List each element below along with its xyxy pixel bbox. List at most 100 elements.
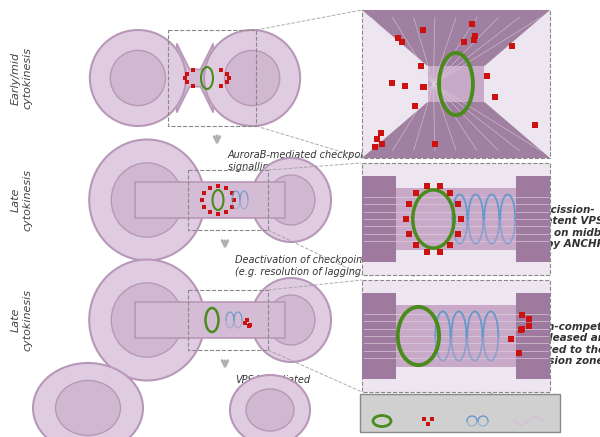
- Text: AuroraB-mediated checkpoint
signalling active: AuroraB-mediated checkpoint signalling a…: [228, 150, 374, 172]
- Point: [430, 141, 440, 148]
- Point: [227, 190, 236, 197]
- Ellipse shape: [267, 295, 315, 345]
- Point: [435, 183, 445, 190]
- Point: [524, 316, 534, 323]
- Bar: [135, 182, 285, 218]
- Point: [416, 62, 425, 69]
- Ellipse shape: [89, 260, 205, 381]
- Point: [435, 248, 445, 255]
- Point: [453, 201, 463, 208]
- Text: Micro-
tubules: Micro- tubules: [510, 389, 546, 423]
- Point: [205, 184, 215, 191]
- Text: ESCRT-III: ESCRT-III: [463, 392, 497, 420]
- Point: [422, 183, 432, 190]
- Point: [182, 70, 192, 77]
- Point: [387, 80, 397, 87]
- Bar: [362, 10, 550, 158]
- Ellipse shape: [204, 30, 300, 126]
- Ellipse shape: [90, 30, 186, 126]
- Point: [216, 67, 226, 74]
- Point: [216, 82, 226, 89]
- Ellipse shape: [246, 389, 294, 431]
- Point: [213, 183, 223, 190]
- Polygon shape: [362, 102, 550, 158]
- Point: [244, 323, 253, 330]
- Point: [224, 74, 234, 81]
- Text: Abscission-
competent VPS4
retained on midbody
ring by ANCHR: Abscission- competent VPS4 retained on m…: [502, 205, 600, 250]
- Point: [516, 326, 526, 333]
- Point: [515, 349, 524, 356]
- Ellipse shape: [111, 163, 183, 237]
- Point: [404, 201, 413, 208]
- Point: [412, 242, 421, 249]
- Point: [490, 94, 500, 101]
- Point: [506, 335, 516, 342]
- Point: [221, 184, 231, 191]
- Bar: [362, 293, 396, 378]
- Text: Deactivation of checkpoint signalling
(e.g. resolution of lagging chromatin): Deactivation of checkpoint signalling (e…: [235, 255, 418, 277]
- Bar: [362, 177, 396, 262]
- Point: [404, 230, 413, 237]
- Point: [373, 135, 382, 142]
- Point: [222, 79, 232, 86]
- Point: [410, 102, 420, 109]
- Bar: [428, 66, 484, 102]
- Point: [242, 317, 252, 324]
- Ellipse shape: [89, 139, 205, 260]
- Point: [401, 215, 411, 222]
- Point: [524, 323, 533, 330]
- Point: [377, 140, 387, 147]
- Point: [370, 143, 380, 150]
- Point: [453, 230, 463, 237]
- Bar: [188, 290, 268, 350]
- Point: [393, 35, 403, 42]
- Point: [446, 189, 455, 196]
- Point: [229, 197, 239, 204]
- Bar: [362, 280, 550, 392]
- Point: [188, 82, 198, 89]
- Point: [470, 32, 480, 39]
- Point: [508, 42, 517, 49]
- Bar: [360, 394, 560, 432]
- Bar: [516, 177, 550, 262]
- Point: [419, 416, 429, 423]
- Point: [182, 79, 192, 86]
- Point: [221, 208, 231, 215]
- Ellipse shape: [111, 283, 183, 357]
- Ellipse shape: [267, 175, 315, 225]
- Point: [482, 73, 492, 80]
- Text: ANCHR: ANCHR: [367, 394, 397, 418]
- Point: [412, 189, 421, 196]
- Point: [245, 322, 255, 329]
- Ellipse shape: [251, 158, 331, 242]
- Point: [400, 83, 410, 90]
- Point: [518, 312, 527, 319]
- Point: [222, 70, 232, 77]
- Point: [418, 27, 428, 34]
- Text: Late
cytokinesis: Late cytokinesis: [11, 289, 33, 351]
- Ellipse shape: [230, 375, 310, 437]
- Bar: [396, 187, 516, 250]
- Point: [199, 190, 209, 197]
- Polygon shape: [177, 43, 213, 113]
- Text: VPS4-mediated
abscission: VPS4-mediated abscission: [235, 375, 310, 397]
- Bar: [362, 163, 550, 275]
- Bar: [516, 293, 550, 378]
- Text: Early/mid
cytokinesis: Early/mid cytokinesis: [11, 47, 33, 109]
- Point: [459, 38, 469, 45]
- Ellipse shape: [224, 50, 280, 106]
- Point: [376, 129, 386, 136]
- Point: [213, 211, 223, 218]
- Point: [418, 84, 428, 91]
- Bar: [396, 305, 516, 368]
- Bar: [188, 170, 268, 230]
- Point: [423, 420, 433, 427]
- Point: [530, 121, 539, 128]
- Point: [467, 20, 476, 27]
- Point: [188, 67, 198, 74]
- Point: [197, 197, 207, 204]
- Text: Abscission-competent
VPS4 released and
relocated to the
abscission zone: Abscission-competent VPS4 released and r…: [494, 322, 600, 366]
- Point: [180, 74, 190, 81]
- Text: Late
cytokinesis: Late cytokinesis: [11, 169, 33, 231]
- Polygon shape: [362, 10, 550, 66]
